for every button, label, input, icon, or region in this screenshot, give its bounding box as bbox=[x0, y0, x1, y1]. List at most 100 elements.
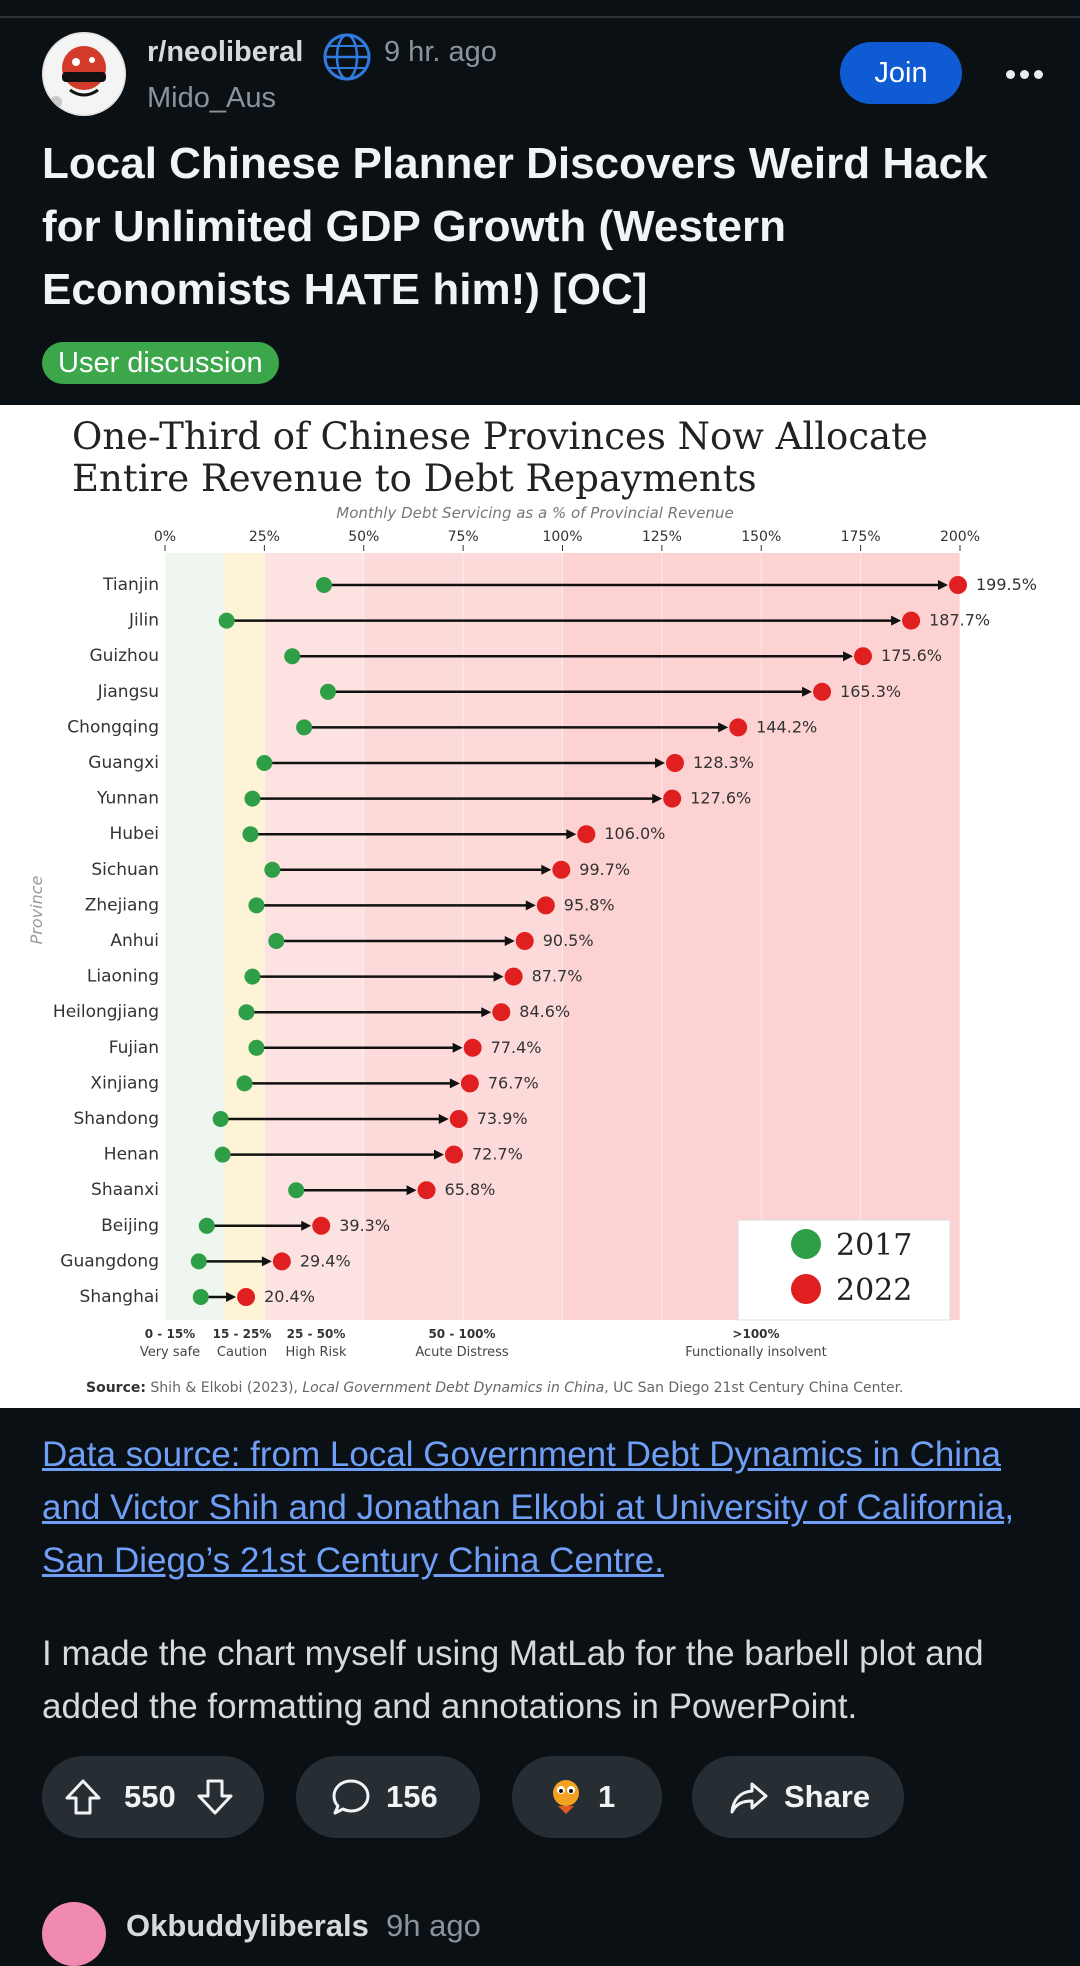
province-label: Chongqing bbox=[67, 717, 159, 737]
vote-control: 550 bbox=[42, 1756, 264, 1838]
value-label: 72.7% bbox=[472, 1145, 523, 1164]
more-options-icon[interactable] bbox=[994, 54, 1054, 94]
dot-2017 bbox=[218, 612, 235, 629]
post-title[interactable]: Local Chinese Planner Discovers Weird Ha… bbox=[42, 139, 988, 314]
dot-2022 bbox=[949, 576, 968, 594]
dot-2022 bbox=[504, 967, 523, 986]
value-label: 106.0% bbox=[604, 824, 665, 843]
zone-name-label: Caution bbox=[217, 1345, 267, 1360]
x-tick-label: 25% bbox=[249, 529, 280, 545]
barbell-arrowhead bbox=[566, 829, 577, 840]
province-label: Fujian bbox=[109, 1038, 159, 1058]
barbell-arrowhead bbox=[938, 580, 949, 590]
value-label: 76.7% bbox=[488, 1073, 539, 1092]
dot-2017 bbox=[316, 577, 332, 593]
dot-2017 bbox=[214, 1146, 231, 1163]
dot-2017 bbox=[284, 648, 301, 665]
barbell-arrowhead bbox=[802, 686, 813, 697]
value-label: 39.3% bbox=[339, 1216, 390, 1235]
source-italic: Local Government Debt Dynamics in China bbox=[302, 1380, 604, 1396]
chart-title-line1: One-Third of Chinese Provinces Now Alloc… bbox=[72, 415, 928, 458]
barbell-arrowhead bbox=[449, 1078, 460, 1089]
barbell-arrowhead bbox=[718, 722, 729, 733]
chart-subtitle: Monthly Debt Servicing as a % of Provinc… bbox=[336, 504, 733, 522]
post-flair[interactable]: User discussion bbox=[42, 342, 279, 384]
chart-legend: 2017 2022 bbox=[737, 1219, 951, 1321]
province-label: Zhejiang bbox=[85, 895, 159, 915]
dot-2022 bbox=[463, 1038, 482, 1057]
dot-2017 bbox=[248, 1039, 265, 1056]
upvote-icon[interactable] bbox=[62, 1776, 104, 1818]
chart-ylabel: Province bbox=[27, 875, 46, 944]
comment-time: 9h ago bbox=[386, 1908, 481, 1943]
value-label: 90.5% bbox=[543, 931, 594, 950]
x-tick-label: 175% bbox=[841, 529, 881, 545]
dot-2022 bbox=[665, 754, 684, 772]
zone-range-label: 0 - 15% bbox=[145, 1327, 195, 1341]
value-label: 87.7% bbox=[532, 967, 583, 986]
subreddit-name[interactable]: r/neoliberal bbox=[147, 36, 304, 68]
share-icon bbox=[728, 1776, 770, 1818]
comments-button[interactable]: 156 bbox=[296, 1756, 480, 1838]
join-button[interactable]: Join bbox=[840, 42, 962, 104]
dot-2022 bbox=[272, 1252, 291, 1271]
zone-range-label: 50 - 100% bbox=[428, 1327, 495, 1341]
x-tick-label: 125% bbox=[642, 529, 682, 545]
x-tick-label: 100% bbox=[542, 529, 582, 545]
dot-2022 bbox=[577, 825, 596, 844]
province-label: Shandong bbox=[73, 1109, 159, 1129]
x-tick-label: 200% bbox=[940, 529, 980, 545]
barbell-arrowhead bbox=[541, 864, 552, 875]
dot-2022 bbox=[515, 932, 534, 950]
comment-username[interactable]: Okbuddyliberals bbox=[126, 1908, 369, 1943]
province-label: Guizhou bbox=[89, 646, 159, 666]
value-label: 187.7% bbox=[929, 611, 990, 630]
data-source-link[interactable]: Data source: from Local Government Debt … bbox=[42, 1435, 1015, 1580]
province-label: Beijing bbox=[101, 1216, 159, 1236]
legend-2022-label: 2022 bbox=[836, 1273, 912, 1308]
value-label: 199.5% bbox=[976, 575, 1037, 594]
zone-band-0 bbox=[165, 553, 225, 1320]
dot-2022 bbox=[444, 1145, 463, 1164]
post-author[interactable]: Mido_Aus bbox=[147, 82, 276, 114]
share-button[interactable]: Share bbox=[692, 1756, 904, 1838]
source-suffix: , UC San Diego 21st Century China Center… bbox=[604, 1380, 903, 1396]
province-label: Heilongjiang bbox=[53, 1002, 159, 1022]
zone-name-label: Very safe bbox=[140, 1345, 200, 1360]
value-label: 165.3% bbox=[840, 682, 901, 701]
subreddit-avatar[interactable] bbox=[42, 32, 126, 116]
award-count: 1 bbox=[598, 1779, 616, 1814]
award-button[interactable]: 1 bbox=[512, 1756, 662, 1838]
downvote-icon[interactable] bbox=[194, 1776, 236, 1818]
globe-icon bbox=[322, 32, 372, 82]
barbell-arrowhead bbox=[438, 1114, 449, 1124]
dot-2017 bbox=[264, 861, 281, 878]
province-label: Henan bbox=[104, 1145, 159, 1165]
zone-name-label: Functionally insolvent bbox=[685, 1345, 827, 1360]
province-label: Guangxi bbox=[88, 753, 159, 773]
comment-icon bbox=[330, 1776, 372, 1818]
post-time: 9 hr. ago bbox=[384, 36, 497, 68]
province-label: Guangdong bbox=[60, 1251, 159, 1271]
zone-range-label: 25 - 50% bbox=[287, 1327, 346, 1341]
value-label: 95.8% bbox=[564, 895, 615, 914]
dot-2017 bbox=[319, 683, 336, 700]
x-tick-label: 0% bbox=[154, 529, 176, 545]
value-label: 77.4% bbox=[491, 1038, 542, 1057]
value-label: 175.6% bbox=[881, 646, 942, 665]
dot-2022 bbox=[552, 860, 571, 879]
province-label: Shaanxi bbox=[91, 1180, 159, 1200]
barbell-arrowhead bbox=[481, 1007, 492, 1018]
x-tick-label: 50% bbox=[348, 529, 379, 545]
award-icon bbox=[546, 1776, 588, 1818]
dot-2022 bbox=[902, 611, 921, 630]
dot-2017 bbox=[248, 897, 265, 914]
chart-image[interactable]: One-Third of Chinese Provinces Now Alloc… bbox=[0, 405, 1080, 1408]
province-label: Hubei bbox=[109, 824, 159, 844]
comment-avatar[interactable] bbox=[42, 1902, 106, 1966]
x-tick-label: 75% bbox=[448, 529, 479, 545]
zone-name-label: Acute Distress bbox=[415, 1345, 509, 1360]
barbell-arrowhead bbox=[301, 1220, 312, 1231]
source-text: Shih & Elkobi (2023), bbox=[150, 1380, 297, 1396]
zone-range-label: >100% bbox=[732, 1327, 779, 1341]
